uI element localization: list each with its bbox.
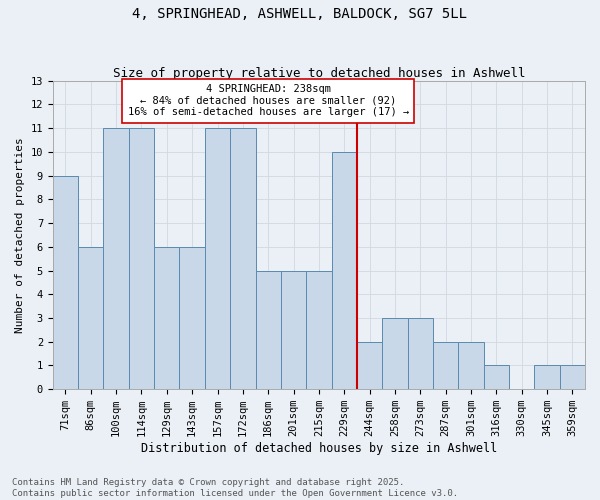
X-axis label: Distribution of detached houses by size in Ashwell: Distribution of detached houses by size … <box>141 442 497 455</box>
Bar <box>484 366 509 389</box>
Title: Size of property relative to detached houses in Ashwell: Size of property relative to detached ho… <box>113 66 525 80</box>
Bar <box>256 270 281 389</box>
Bar <box>560 366 585 389</box>
Bar <box>103 128 129 389</box>
Text: 4 SPRINGHEAD: 238sqm
← 84% of detached houses are smaller (92)
16% of semi-detac: 4 SPRINGHEAD: 238sqm ← 84% of detached h… <box>128 84 409 117</box>
Bar <box>78 247 103 389</box>
Bar <box>458 342 484 389</box>
Bar <box>129 128 154 389</box>
Bar <box>205 128 230 389</box>
Bar <box>357 342 382 389</box>
Text: 4, SPRINGHEAD, ASHWELL, BALDOCK, SG7 5LL: 4, SPRINGHEAD, ASHWELL, BALDOCK, SG7 5LL <box>133 8 467 22</box>
Bar <box>382 318 407 389</box>
Bar <box>306 270 332 389</box>
Bar <box>332 152 357 389</box>
Bar <box>281 270 306 389</box>
Bar <box>407 318 433 389</box>
Y-axis label: Number of detached properties: Number of detached properties <box>15 137 25 333</box>
Text: Contains HM Land Registry data © Crown copyright and database right 2025.
Contai: Contains HM Land Registry data © Crown c… <box>12 478 458 498</box>
Bar <box>535 366 560 389</box>
Bar <box>53 176 78 389</box>
Bar <box>179 247 205 389</box>
Bar <box>154 247 179 389</box>
Bar <box>433 342 458 389</box>
Bar <box>230 128 256 389</box>
